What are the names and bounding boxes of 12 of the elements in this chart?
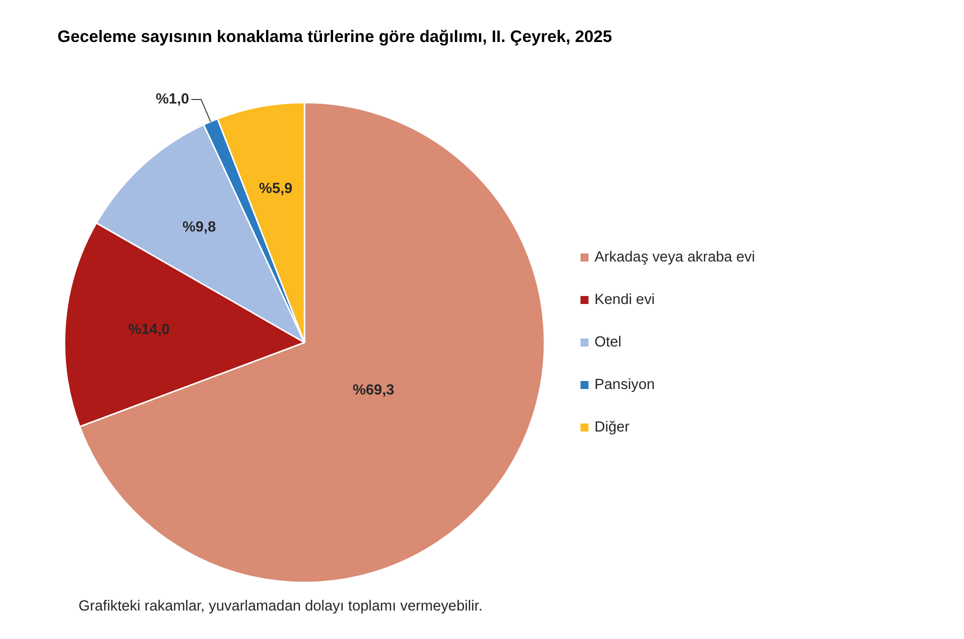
text: Grafikteki rakamlar, yuvarlamadan dolayı toplamı vermeyebilir. xyxy=(78,598,483,614)
legend-label: Diğer xyxy=(594,420,630,436)
data-label: %14,0 xyxy=(128,322,170,338)
data-label: %5,9 xyxy=(259,181,292,198)
data-label: %9,8 xyxy=(182,219,216,236)
chart-title: Geceleme sayısının konaklama türlerine göre dağılımı, II. Çeyrek, 2025 xyxy=(58,27,612,46)
legend-label: Pansiyon xyxy=(594,377,655,393)
data-label: %69,3 xyxy=(352,382,394,398)
legend-label: Arkadaş veya akraba evi xyxy=(594,250,755,266)
legend-label: Kendi evi xyxy=(594,292,655,308)
data-label: %1,0 xyxy=(156,92,190,108)
legend-label: Otel xyxy=(594,334,622,350)
